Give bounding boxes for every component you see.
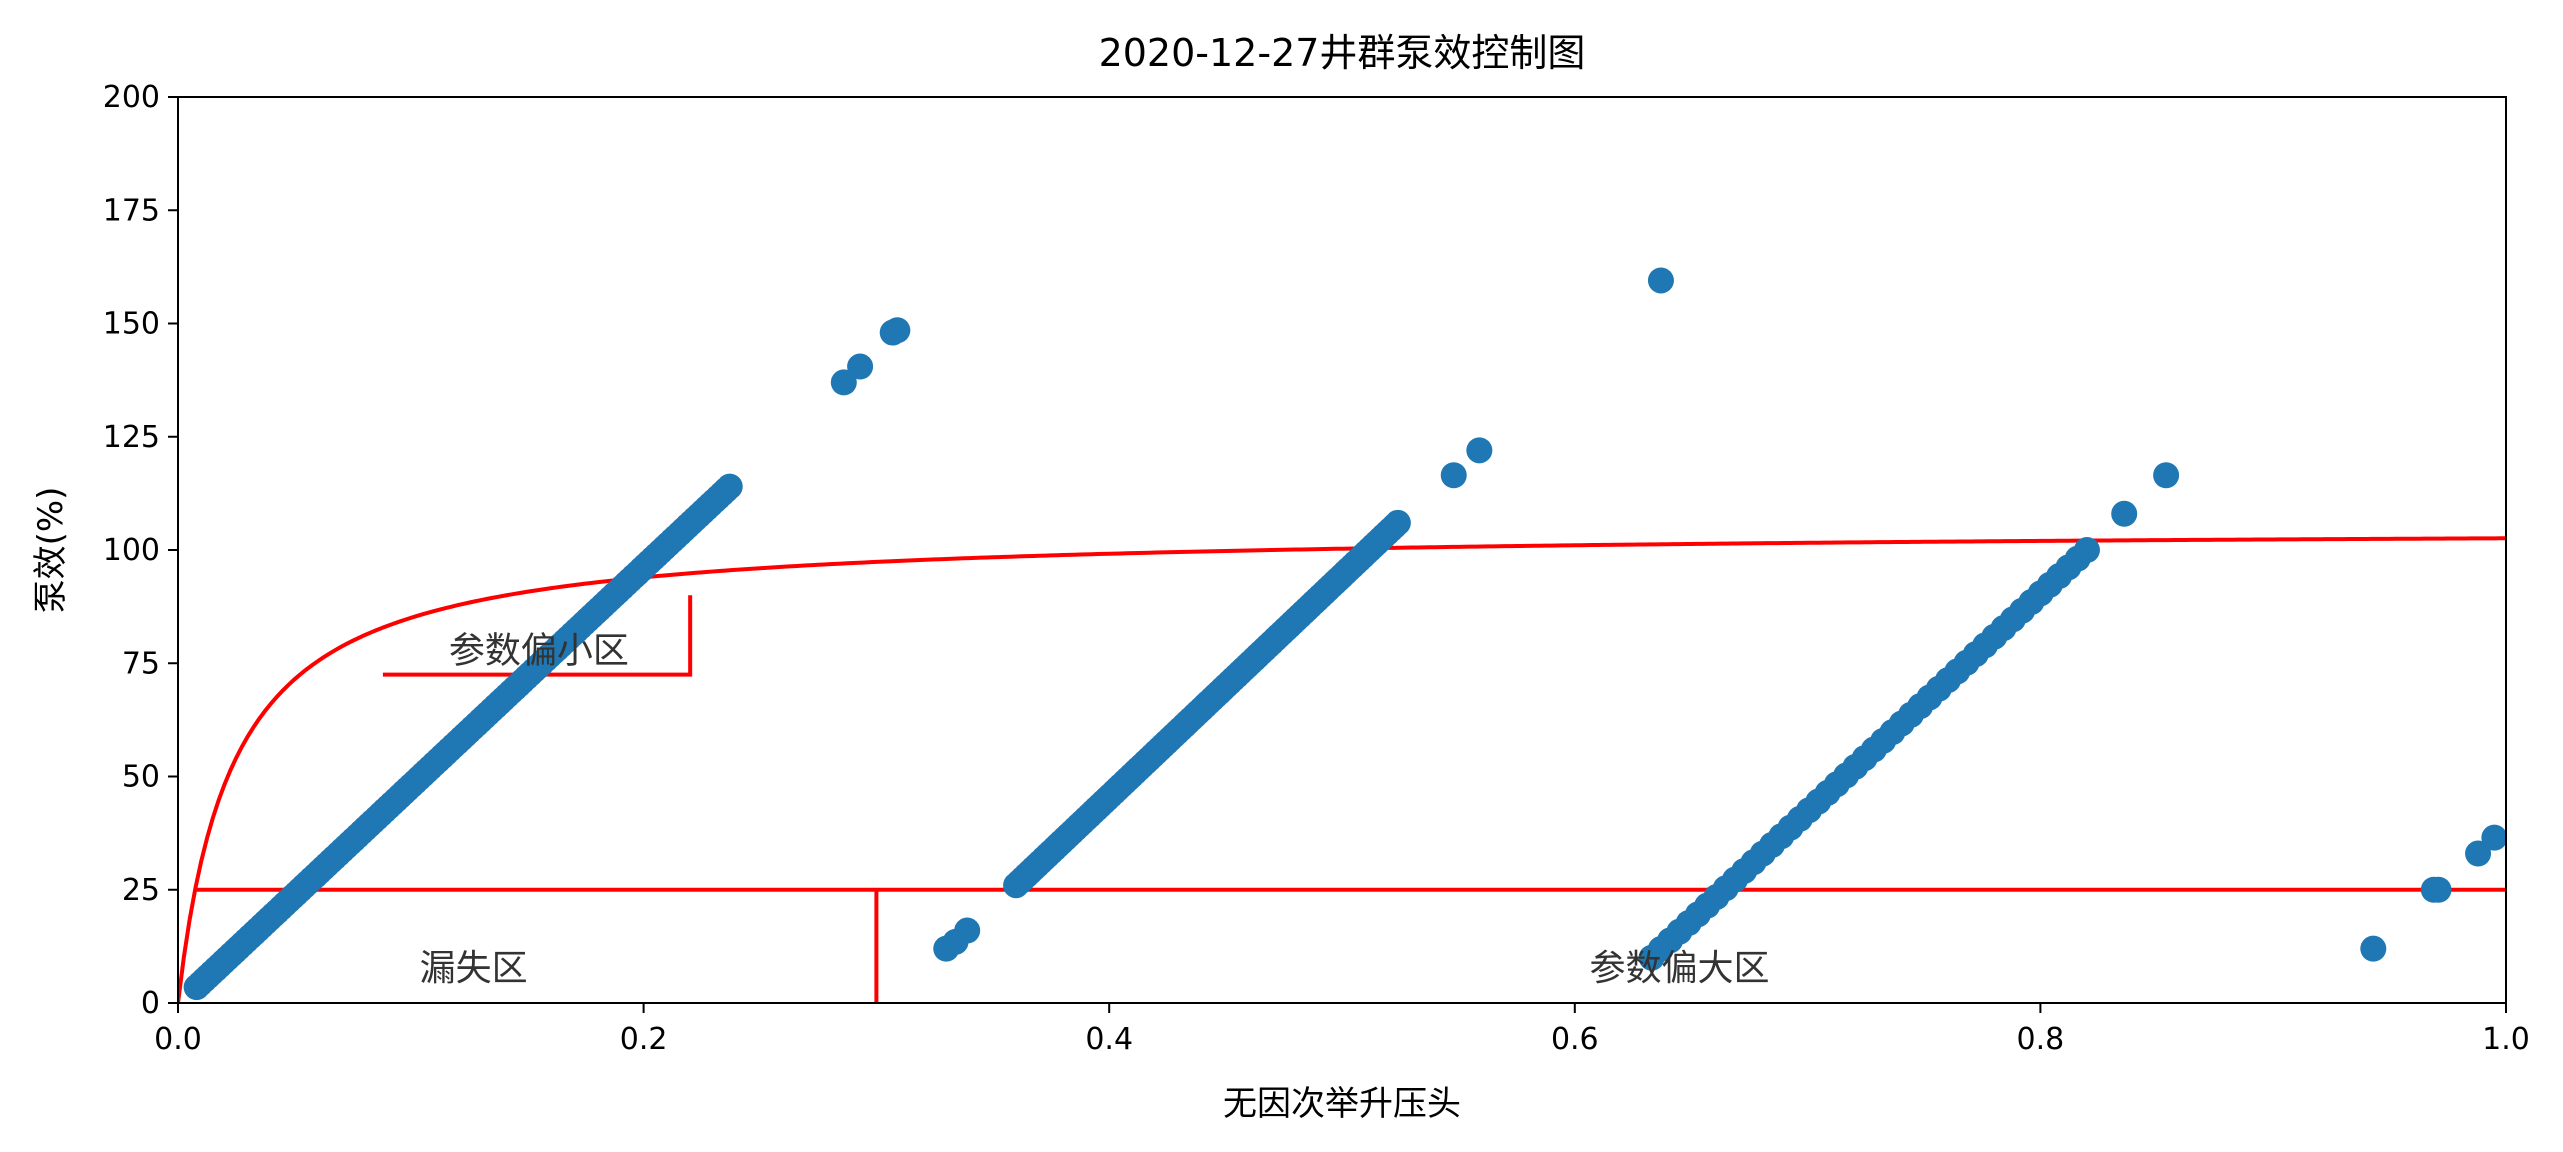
data-point [1440, 462, 1467, 489]
x-tick-label: 1.0 [2482, 1022, 2530, 1057]
x-axis-label: 无因次举升压头 [1223, 1084, 1461, 1124]
y-axis-label: 泵效(%) [31, 487, 71, 614]
data-point [2465, 840, 2492, 867]
y-tick-label: 175 [103, 193, 160, 228]
x-tick-label: 0.4 [1085, 1022, 1133, 1057]
chart-title: 2020-12-27井群泵效控制图 [1099, 31, 1586, 75]
data-point [2425, 876, 2452, 903]
y-axis-ticks: 0 25 50 75 100 125 150 175 200 [103, 80, 178, 1021]
x-tick-label: 0.6 [1551, 1022, 1599, 1057]
data-point [1466, 437, 1493, 464]
data-point [954, 917, 981, 944]
data-point [884, 317, 911, 344]
y-tick-label: 0 [141, 986, 160, 1021]
data-point [2481, 824, 2506, 851]
region-label: 参数偏大区 [1590, 948, 1770, 989]
data-points [183, 267, 2506, 1001]
y-tick-label: 75 [122, 646, 160, 681]
y-tick-label: 25 [122, 873, 160, 908]
region-label: 参数偏小区 [449, 631, 629, 672]
data-point [2073, 537, 2100, 563]
small-param-box [382, 595, 693, 677]
data-point [847, 353, 874, 380]
y-tick-label: 200 [103, 80, 160, 115]
x-tick-label: 0.8 [2017, 1022, 2065, 1057]
x-tick-label: 0.2 [620, 1022, 668, 1057]
data-point [2360, 935, 2387, 962]
y-tick-label: 125 [103, 420, 160, 455]
data-point [1647, 267, 1674, 294]
y-tick-label: 50 [122, 760, 160, 795]
data-point [830, 369, 857, 396]
y-tick-label: 150 [103, 307, 160, 342]
data-point [2111, 500, 2138, 527]
y-tick-label: 100 [103, 533, 160, 568]
x-tick-label: 0.0 [154, 1022, 202, 1057]
data-point [1384, 509, 1411, 536]
data-point [716, 473, 743, 500]
boundary-lines [178, 536, 2506, 1003]
region-label: 漏失区 [420, 948, 528, 989]
data-point [2153, 462, 2180, 489]
x-axis-ticks: 0.0 0.2 0.4 0.6 0.8 1.0 [154, 1003, 2530, 1057]
limit-curve [178, 536, 2506, 1003]
